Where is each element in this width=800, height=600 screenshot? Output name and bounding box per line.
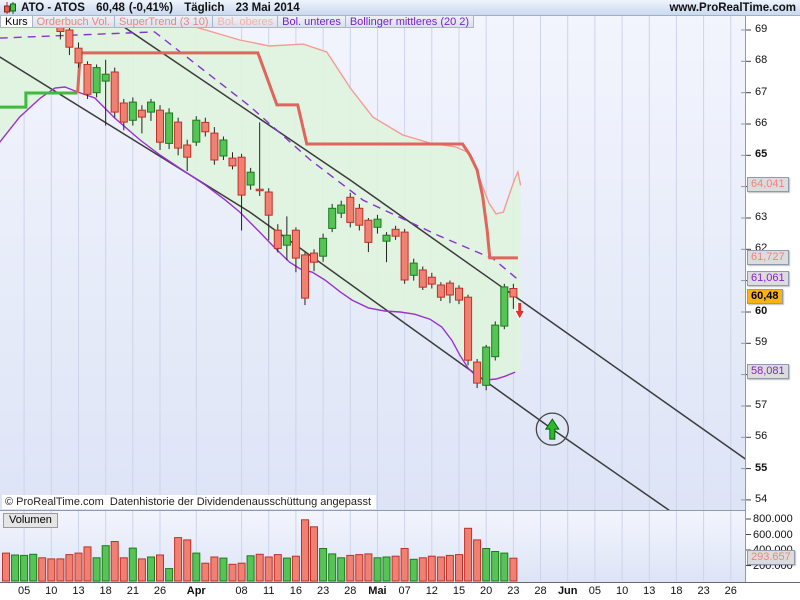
date-tick-15: 15 [452, 585, 466, 597]
price-tick-67: 67 [755, 85, 768, 98]
date-tick-21: 21 [126, 585, 139, 597]
date-tick-11: 11 [263, 585, 275, 597]
price-tick-60: 60 [755, 304, 768, 317]
date-tick-08: 08 [235, 585, 248, 597]
price-badge-supertrend-value: 61,727 [747, 249, 789, 265]
date-tick-jun: Jun [557, 585, 578, 597]
price-tick-65: 65 [755, 148, 768, 161]
date-tick-07: 07 [398, 585, 411, 597]
price-tick-56: 56 [755, 430, 768, 443]
date-tick-13: 13 [72, 585, 85, 597]
date-tick-23: 23 [316, 585, 330, 597]
price-tick-55: 55 [755, 461, 768, 474]
date-tick-16: 16 [289, 585, 303, 597]
tab-bol-oberes[interactable]: Bol. oberes [213, 15, 279, 28]
price-tick-69: 69 [755, 23, 768, 35]
site-link[interactable]: www.ProRealTime.com [669, 1, 796, 14]
session-date: 23 Mai 2014 [235, 1, 300, 14]
date-tick-12: 12 [425, 585, 438, 597]
date-tick-28: 28 [534, 585, 547, 597]
title-bar-left: ATO - ATOS 60,48 (-0,41%) Täglich 23 Mai… [0, 1, 300, 14]
price-badge-bollinger-middle-value: 61,061 [747, 270, 789, 286]
date-tick-mai: Mai [368, 585, 387, 597]
date-tick-23: 23 [697, 585, 710, 597]
price-badge-bollinger-upper-value: 64,041 [747, 177, 789, 193]
tab-supertrend-3-10-[interactable]: SuperTrend (3 10) [115, 15, 214, 28]
date-tick-13: 13 [643, 585, 656, 597]
tab-bollinger-mittleres-20-2-[interactable]: Bollinger mittleres (20 2) [345, 15, 475, 28]
date-tick-apr: Apr [186, 585, 206, 597]
tab-kurs[interactable]: Kurs [0, 15, 33, 28]
volume-panel-label[interactable]: Volumen [3, 513, 58, 528]
price-tick-68: 68 [755, 54, 768, 67]
date-tick-23: 23 [507, 585, 520, 597]
price-tick-57: 57 [755, 398, 768, 411]
data-history-note: Datenhistorie der Dividendenausschüttung… [109, 496, 372, 508]
price-tick-66: 66 [755, 116, 768, 129]
title-bar: ATO - ATOS 60,48 (-0,41%) Täglich 23 Mai… [0, 0, 800, 16]
tab-bol-unteres[interactable]: Bol. unteres [278, 15, 346, 28]
volume-badge-last-volume: 293.657 [747, 550, 795, 566]
tab-orderbuch-vol-[interactable]: Orderbuch Vol. [32, 15, 115, 28]
symbol-title: ATO - ATOS [21, 1, 85, 14]
last-price: 60,48 [96, 1, 125, 14]
date-tick-26: 26 [153, 585, 167, 597]
date-tick-26: 26 [724, 585, 737, 597]
date-tick-20: 20 [480, 585, 493, 597]
price-tick-59: 59 [755, 336, 768, 349]
date-tick-05: 05 [17, 585, 31, 597]
date-tick-05: 05 [588, 585, 602, 597]
date-tick-18: 18 [99, 585, 112, 597]
indicator-tab-bar: Kurs Orderbuch Vol. SuperTrend (3 10) Bol. … [0, 15, 475, 28]
volume-tick-600.000: 600.000 [753, 528, 793, 541]
date-tick-18: 18 [670, 585, 683, 597]
price-tick-54: 54 [755, 492, 768, 505]
volume-tick-800.000: 800.000 [753, 513, 793, 525]
copyright-note: © ProRealTime.com Datenhistorie der Divi… [2, 495, 377, 509]
price-badge-bollinger-lower-value: 58,081 [747, 364, 789, 380]
price-change: (-0,41%) [128, 1, 173, 14]
price-badge-last-price: 60,48 [747, 288, 783, 304]
date-tick-28: 28 [344, 585, 357, 597]
date-tick-10: 10 [45, 585, 58, 597]
price-tick-63: 63 [755, 210, 768, 223]
candlestick-icon [4, 1, 16, 14]
copyright-text: © ProRealTime.com [5, 496, 104, 508]
timeframe-label: Täglich [184, 1, 225, 14]
date-tick-10: 10 [615, 585, 629, 597]
